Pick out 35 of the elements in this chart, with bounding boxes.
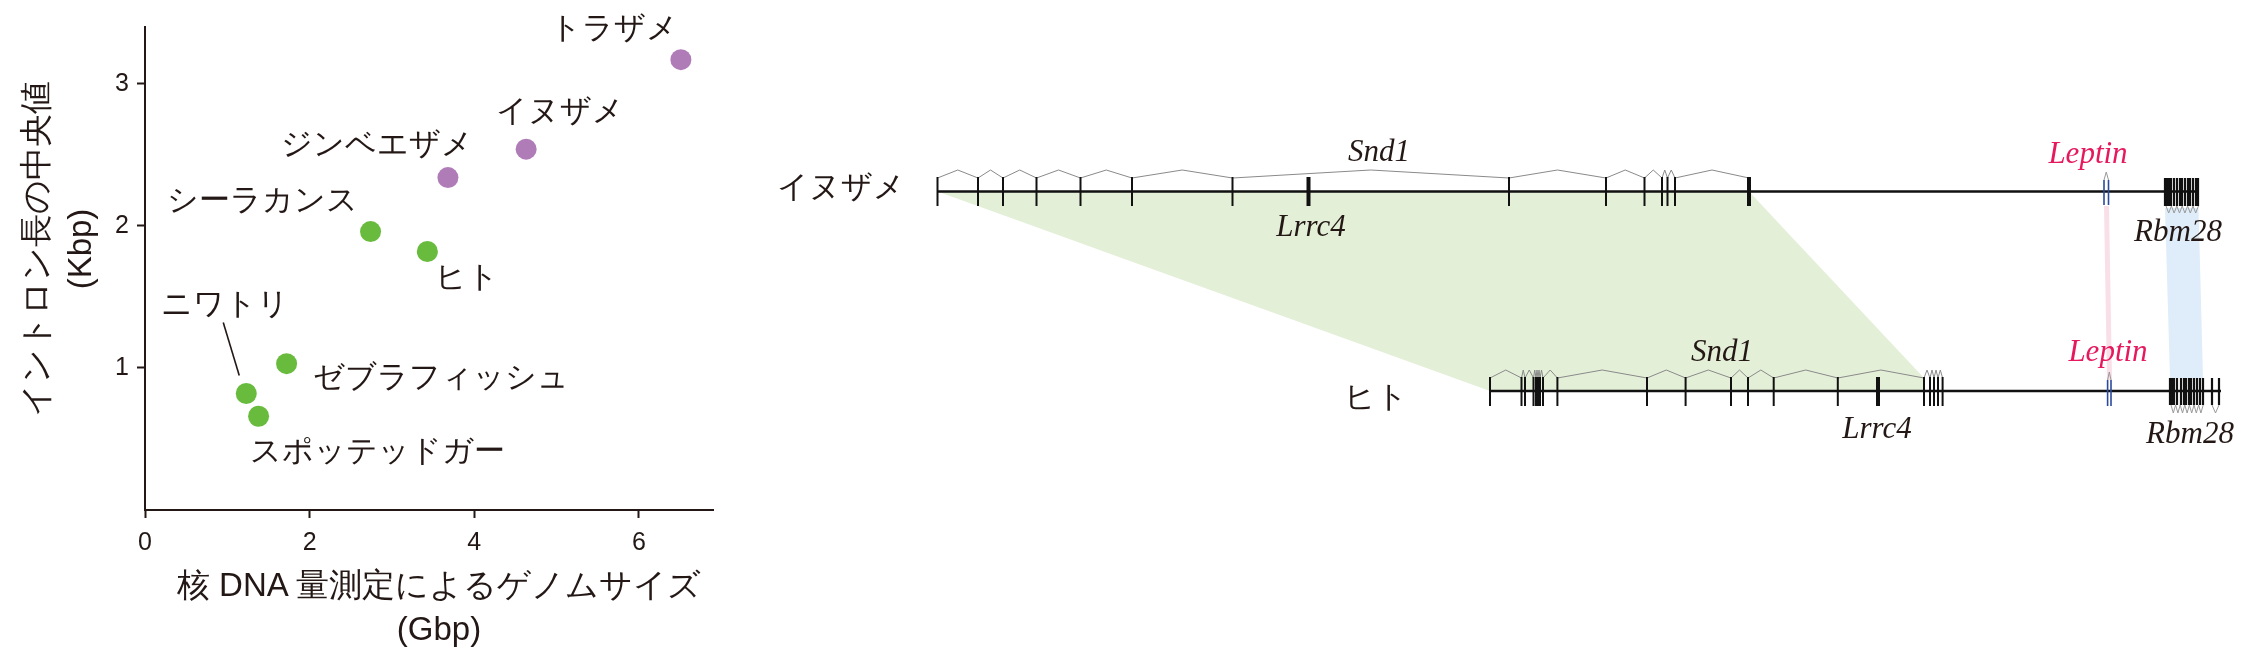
text: Leptin	[2047, 134, 2128, 170]
point	[437, 167, 459, 189]
point	[670, 49, 692, 71]
annotation: トラザメ	[549, 9, 678, 46]
annotation: ニワトリ	[161, 285, 290, 322]
x-tick-label: 6	[631, 526, 646, 555]
point	[276, 353, 298, 375]
annotation: シーラカンス	[167, 181, 359, 218]
point	[515, 138, 537, 160]
x-tick-label: 2	[302, 526, 317, 555]
text: Leptin	[2067, 332, 2148, 368]
point	[360, 221, 382, 243]
text: Rbm28	[2133, 212, 2223, 248]
y-tick-label: 1	[115, 351, 129, 380]
text: Snd1	[1348, 132, 1410, 168]
text: Rbm28	[2145, 414, 2235, 450]
point	[248, 405, 270, 427]
text: Lrrc4	[1841, 409, 1912, 445]
text: イヌザメ	[777, 168, 905, 204]
y-tick-label: 2	[115, 209, 129, 238]
y-tick-label: 3	[115, 67, 129, 96]
annotation: スポッテッドガー	[250, 433, 506, 470]
annotation: ヒト	[435, 259, 500, 296]
y-axis-title: イントロン長の中央値 (Kbp)	[16, 80, 99, 417]
text: Lrrc4	[1275, 207, 1346, 243]
annotation: ゼブラフィッシュ	[312, 358, 569, 395]
text: Snd1	[1691, 332, 1753, 368]
annotation: イヌザメ	[496, 93, 625, 130]
point	[235, 383, 257, 405]
point	[416, 240, 438, 262]
annotation: ジンベエザメ	[280, 125, 473, 162]
x-tick-label: 0	[138, 526, 152, 555]
text: ヒト	[1344, 378, 1408, 414]
x-tick-label: 4	[467, 526, 482, 555]
x-axis-title: 核 DNA 量測定によるゲノムサイズ (Gbp)	[176, 565, 702, 649]
